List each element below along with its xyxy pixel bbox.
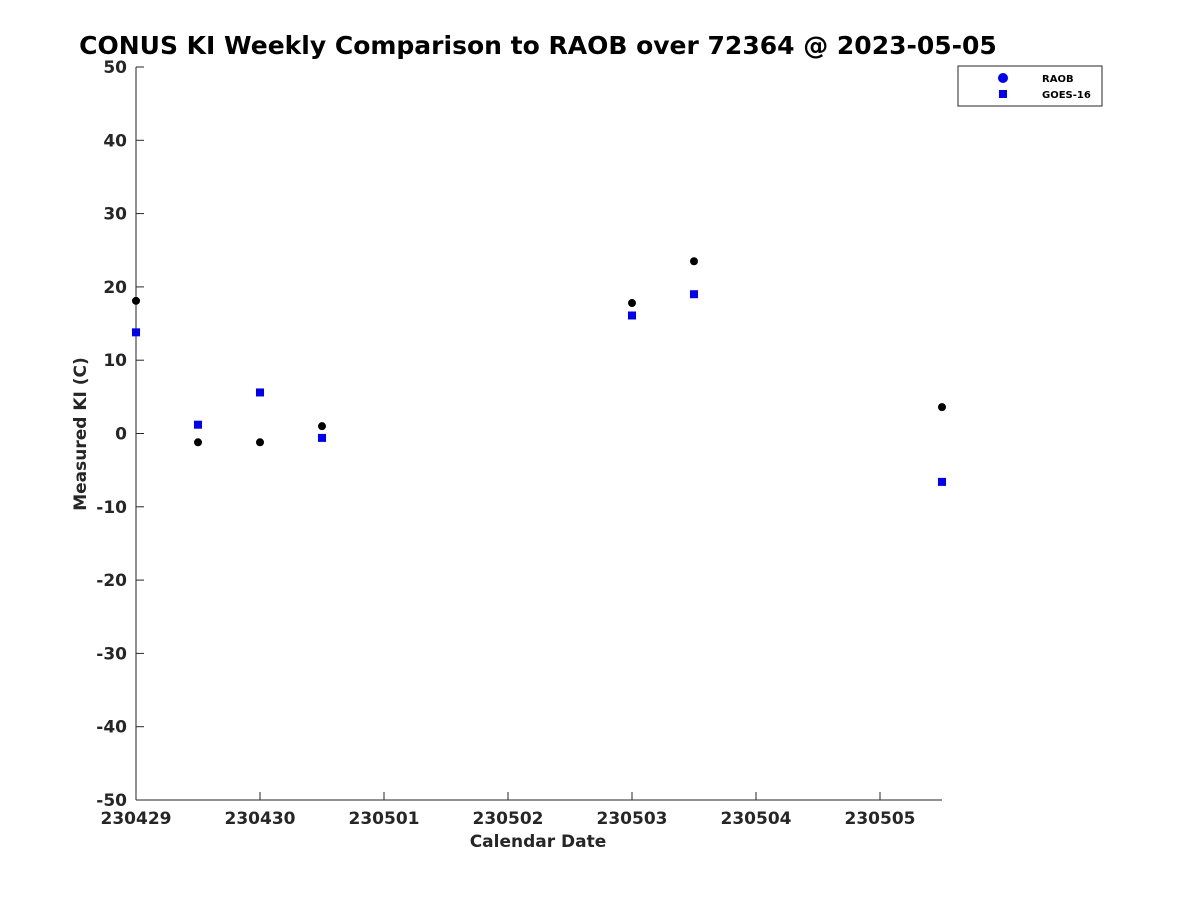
goes-16-point	[628, 311, 636, 320]
x-tick-label: 230503	[597, 809, 668, 829]
x-tick-label: 230505	[845, 809, 916, 829]
goes-16-point	[132, 328, 140, 337]
y-ticks: -50 -40 -30 -20 -10 0 10 20 30 40 50	[96, 58, 144, 811]
x-tick-label: 230429	[101, 809, 172, 829]
raob-point	[628, 299, 636, 308]
legend-marker-goes-16	[999, 90, 1007, 98]
y-tick-label: -50	[96, 791, 127, 811]
axes	[135, 67, 942, 801]
x-tick-label: 230430	[225, 809, 296, 829]
goes-16-point	[690, 290, 698, 299]
data-points	[132, 257, 946, 486]
goes-16-point	[938, 477, 946, 486]
raob-point	[318, 422, 326, 431]
chart-title: CONUS KI Weekly Comparison to RAOB over …	[79, 31, 997, 60]
y-tick-label: -30	[96, 644, 127, 664]
x-tick-label: 230501	[349, 809, 420, 829]
y-tick-label: -10	[96, 498, 127, 518]
raob-point	[256, 438, 264, 447]
legend: RAOB GOES-16	[957, 65, 1103, 107]
y-tick-label: 0	[115, 425, 127, 445]
y-axis-label: Measured KI (C)	[71, 357, 91, 511]
y-tick-label: 50	[103, 58, 127, 78]
legend-label-raob: RAOB	[1042, 74, 1074, 85]
y-tick-label: 40	[103, 131, 127, 151]
x-axis-label: Calendar Date	[470, 832, 607, 852]
y-tick-label: 10	[103, 351, 127, 371]
y-tick-label: -40	[96, 718, 127, 738]
goes-16-point	[194, 420, 202, 429]
goes-16-point	[256, 388, 264, 397]
y-tick-label: -20	[96, 571, 127, 591]
y-tick-label: 30	[103, 205, 127, 225]
legend-box	[957, 65, 1103, 107]
raob-point	[938, 403, 946, 412]
raob-point	[194, 438, 202, 447]
legend-marker-raob	[998, 73, 1008, 83]
goes-16-point	[318, 433, 326, 442]
raob-point	[690, 257, 698, 266]
x-tick-label: 230504	[721, 809, 792, 829]
x-ticks: 230429 230430 230501 230502 230503 230504 2305…	[101, 792, 916, 829]
y-tick-label: 20	[103, 278, 127, 298]
x-tick-label: 230502	[473, 809, 544, 829]
raob-point	[132, 296, 140, 305]
legend-label-goes-16: GOES-16	[1042, 90, 1091, 101]
